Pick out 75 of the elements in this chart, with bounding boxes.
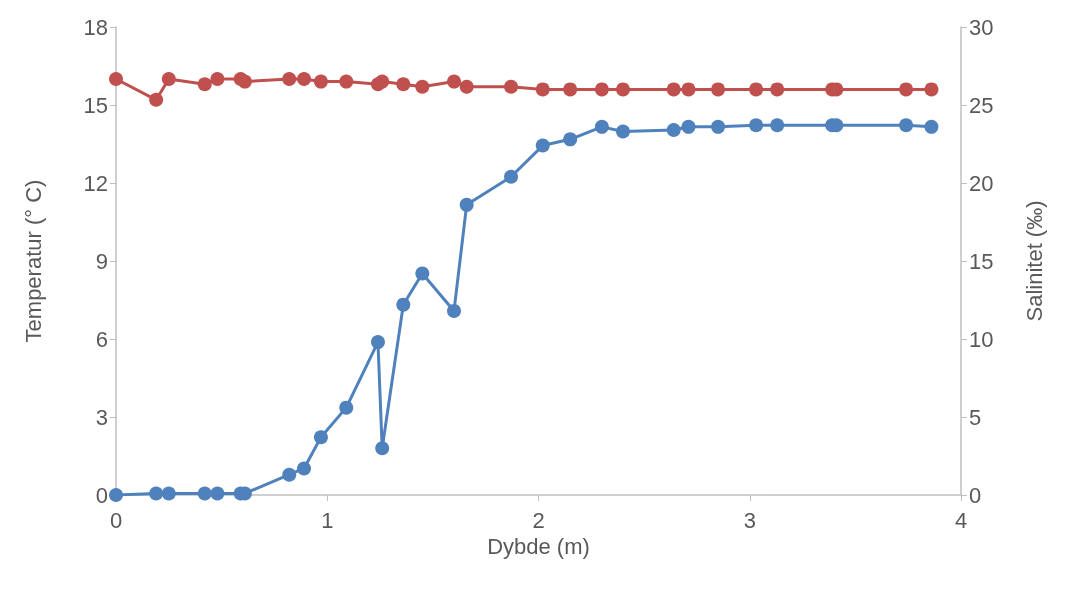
- point: [924, 119, 939, 134]
- y-tick-label: 12: [83, 170, 108, 196]
- point: [447, 74, 461, 89]
- y-tick-label: 0: [95, 482, 108, 508]
- point: [459, 79, 474, 94]
- point: [210, 72, 225, 86]
- y-tick-label: 18: [83, 14, 108, 40]
- x-tick-label: 1: [321, 507, 334, 533]
- point: [282, 467, 297, 482]
- point: [447, 303, 461, 318]
- point: [535, 82, 550, 97]
- point: [197, 77, 212, 92]
- point: [370, 335, 385, 350]
- point: [149, 92, 164, 107]
- point: [666, 122, 681, 137]
- point: [297, 461, 312, 476]
- y2-tick-label: 10: [969, 326, 994, 352]
- x-tick-label: 2: [532, 507, 545, 533]
- point: [899, 82, 914, 97]
- point: [563, 132, 578, 147]
- y-tick-label: 6: [95, 326, 108, 352]
- y2-tick-label: 30: [969, 14, 994, 40]
- x-tick-label: 4: [954, 507, 968, 533]
- point: [339, 400, 354, 415]
- point: [594, 82, 609, 97]
- point: [396, 297, 411, 312]
- point: [237, 74, 252, 89]
- point: [504, 79, 519, 94]
- point: [681, 119, 696, 134]
- point: [770, 118, 785, 133]
- point: [313, 74, 328, 89]
- point: [459, 197, 474, 212]
- point: [749, 118, 764, 133]
- point: [594, 119, 609, 134]
- y-tick-label: 15: [83, 92, 108, 118]
- x-tick-label: 3: [743, 507, 756, 533]
- point: [210, 486, 225, 501]
- point: [339, 74, 354, 89]
- y2-tick-label: 5: [969, 404, 982, 430]
- point: [535, 138, 550, 153]
- point: [109, 488, 123, 502]
- point: [770, 82, 785, 97]
- point: [282, 72, 297, 86]
- point: [161, 486, 176, 501]
- point: [161, 72, 176, 86]
- y2-tick-label: 20: [969, 170, 994, 196]
- point: [375, 441, 390, 456]
- point: [616, 124, 630, 139]
- point: [375, 74, 390, 89]
- point: [396, 77, 411, 92]
- point: [924, 82, 939, 97]
- point: [563, 82, 578, 97]
- point: [504, 169, 519, 184]
- point: [297, 72, 312, 86]
- point: [313, 430, 328, 445]
- point: [197, 486, 212, 501]
- point: [711, 119, 726, 134]
- x-axis-title: Dybde (m): [487, 534, 590, 560]
- point: [681, 82, 696, 97]
- point: [711, 82, 726, 97]
- y2-tick-label: 25: [969, 92, 994, 118]
- point: [899, 118, 914, 133]
- point: [149, 486, 164, 501]
- y-tick-label: 9: [95, 248, 108, 274]
- point: [415, 266, 430, 281]
- y-axis-title: Temperatur (° C): [20, 179, 46, 343]
- point: [415, 79, 430, 94]
- point: [666, 82, 681, 97]
- point: [749, 82, 764, 97]
- y-tick-label: 3: [95, 404, 108, 430]
- point: [616, 82, 630, 97]
- point: [109, 72, 123, 86]
- y2-tick-label: 0: [969, 482, 982, 508]
- y2-tick-label: 15: [969, 248, 994, 274]
- y2-axis-title: Salinitet (‰): [1021, 200, 1047, 322]
